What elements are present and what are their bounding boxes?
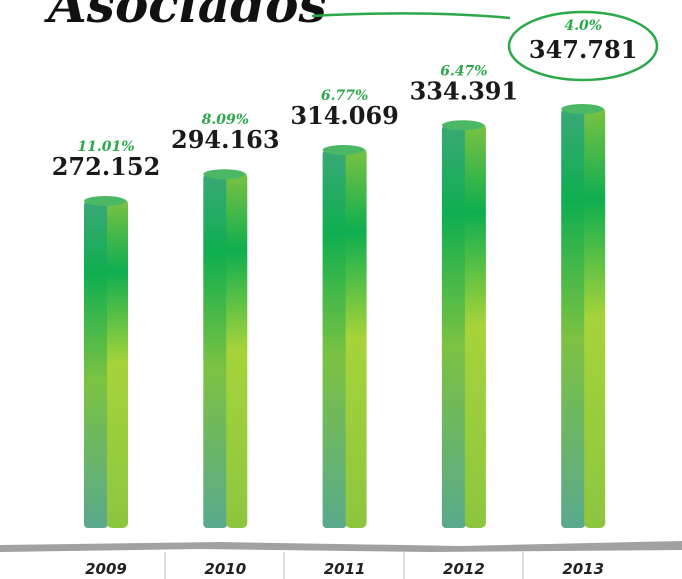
growth-label: 6.77% (321, 88, 368, 104)
bar (345, 148, 367, 528)
bar (226, 172, 248, 528)
bar-cap (561, 104, 604, 114)
x-tick-label: 2011 (324, 560, 366, 578)
value-label: 294.163 (171, 125, 280, 154)
bar-left-face (322, 150, 347, 528)
bar-left-face (84, 200, 108, 528)
bar (107, 198, 128, 528)
growth-label: 4.0% (564, 18, 602, 34)
bar-cap (84, 195, 126, 206)
bar-cap (203, 169, 246, 180)
growth-label: 11.01% (77, 139, 134, 155)
x-tick-label: 2013 (562, 560, 604, 578)
value-label: 272.152 (52, 152, 161, 181)
value-label: 334.391 (410, 76, 519, 105)
bar-left-face (561, 109, 586, 528)
bar-cap (441, 120, 484, 131)
connector-line (311, 12, 511, 20)
x-tick-label: 2012 (443, 560, 485, 578)
value-label: 314.069 (290, 101, 399, 130)
growth-label: 6.47% (440, 63, 487, 79)
bar-left-face (441, 125, 466, 529)
highlight-ellipse (507, 10, 659, 82)
x-tick-label: 2010 (204, 560, 246, 578)
bar-cap (322, 145, 365, 156)
bar (464, 123, 486, 529)
chart-title: Asociados (44, 0, 327, 34)
bar (584, 107, 606, 528)
bar-left-face (203, 174, 228, 528)
growth-label: 8.09% (202, 112, 249, 128)
value-label: 347.781 (529, 35, 638, 64)
separators (164, 552, 524, 579)
baseline (0, 541, 682, 552)
x-tick-label: 2009 (85, 560, 127, 578)
